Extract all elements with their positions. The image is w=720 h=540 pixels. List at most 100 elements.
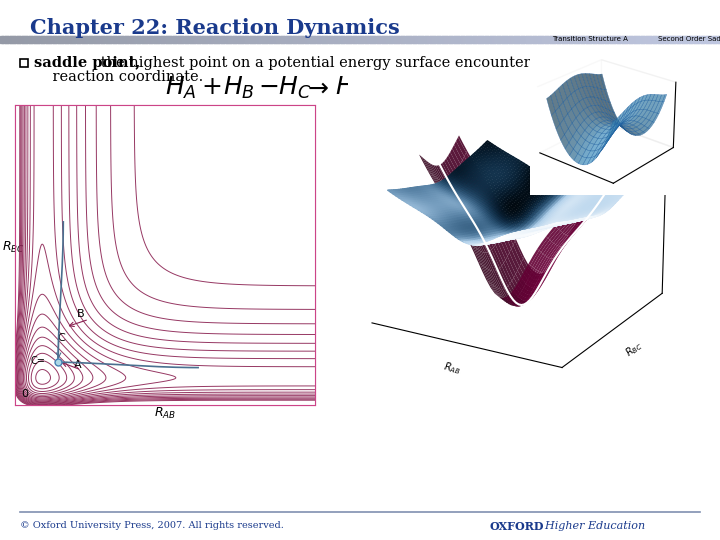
Bar <box>15 105 315 405</box>
Bar <box>194 36 198 43</box>
Bar <box>264 36 267 43</box>
Bar <box>382 36 385 43</box>
Bar <box>703 36 706 43</box>
Bar <box>581 36 584 43</box>
Bar <box>14 36 18 43</box>
Bar <box>45 36 49 43</box>
Bar <box>50 36 54 43</box>
Bar <box>554 36 558 43</box>
Bar <box>79 36 83 43</box>
Bar <box>63 36 66 43</box>
Bar <box>214 36 217 43</box>
Bar <box>197 36 200 43</box>
Bar <box>547 36 551 43</box>
Bar <box>151 36 155 43</box>
Bar <box>374 36 378 43</box>
Bar <box>523 36 526 43</box>
Bar <box>715 36 719 43</box>
Bar <box>667 36 670 43</box>
Bar <box>34 36 37 43</box>
Bar <box>125 36 128 43</box>
Bar <box>41 36 44 43</box>
Bar <box>567 36 570 43</box>
Bar <box>672 36 675 43</box>
Bar <box>430 36 433 43</box>
Bar <box>127 36 130 43</box>
Bar <box>423 36 426 43</box>
Bar <box>355 36 359 43</box>
Bar <box>487 36 490 43</box>
Bar <box>207 36 210 43</box>
Text: A: A <box>73 360 81 370</box>
Bar <box>387 36 390 43</box>
Bar <box>86 36 90 43</box>
Bar <box>283 36 287 43</box>
Bar <box>7 36 11 43</box>
Bar <box>235 36 238 43</box>
Bar <box>689 36 692 43</box>
Bar <box>158 36 162 43</box>
Bar <box>441 36 445 43</box>
Text: OXFORD: OXFORD <box>490 521 544 531</box>
Bar <box>293 36 296 43</box>
Bar <box>106 36 109 43</box>
Bar <box>329 36 332 43</box>
Bar <box>459 36 462 43</box>
Bar <box>470 36 474 43</box>
Bar <box>403 36 407 43</box>
Bar <box>166 36 169 43</box>
Bar <box>240 36 243 43</box>
Bar <box>171 36 174 43</box>
Bar <box>189 36 193 43</box>
Text: $\rightarrow$: $\rightarrow$ <box>303 77 330 99</box>
Bar <box>22 36 25 43</box>
Bar <box>91 36 94 43</box>
Bar <box>437 36 440 43</box>
Bar <box>144 36 148 43</box>
Bar <box>113 36 116 43</box>
Text: C=: C= <box>30 356 45 366</box>
Bar <box>31 36 35 43</box>
Y-axis label: $R_{BC}$: $R_{BC}$ <box>2 240 25 255</box>
Bar <box>542 36 546 43</box>
Bar <box>706 36 709 43</box>
Text: Chapter 22: Reaction Dynamics: Chapter 22: Reaction Dynamics <box>30 18 400 38</box>
Bar <box>0 36 4 43</box>
Bar <box>648 36 652 43</box>
Bar <box>639 36 642 43</box>
Text: Second Order Saddle Point: Second Order Saddle Point <box>657 36 720 42</box>
Bar <box>99 36 102 43</box>
Bar <box>598 36 601 43</box>
Bar <box>670 36 673 43</box>
Text: $+$: $+$ <box>201 77 221 99</box>
Bar <box>274 36 277 43</box>
Text: reaction coordinate.: reaction coordinate. <box>34 70 203 84</box>
Bar <box>223 36 227 43</box>
Bar <box>605 36 608 43</box>
Bar <box>559 36 562 43</box>
Bar <box>405 36 409 43</box>
Bar <box>675 36 678 43</box>
Bar <box>358 36 361 43</box>
Text: $H_B$: $H_B$ <box>223 75 255 101</box>
Bar <box>297 36 301 43</box>
Bar <box>398 36 402 43</box>
X-axis label: $R_{AB}$: $R_{AB}$ <box>154 407 176 422</box>
Bar <box>185 36 188 43</box>
Bar <box>461 36 464 43</box>
Bar <box>12 36 15 43</box>
Bar <box>300 36 303 43</box>
Bar <box>199 36 202 43</box>
Bar <box>178 36 181 43</box>
X-axis label: $R_{AB}$: $R_{AB}$ <box>442 360 462 377</box>
Bar <box>662 36 666 43</box>
Bar <box>5 36 8 43</box>
Bar <box>252 36 256 43</box>
Bar <box>617 36 620 43</box>
Bar <box>211 36 215 43</box>
Bar <box>578 36 582 43</box>
Bar <box>607 36 611 43</box>
Text: C: C <box>58 333 66 343</box>
Bar <box>142 36 145 43</box>
Bar <box>137 36 140 43</box>
